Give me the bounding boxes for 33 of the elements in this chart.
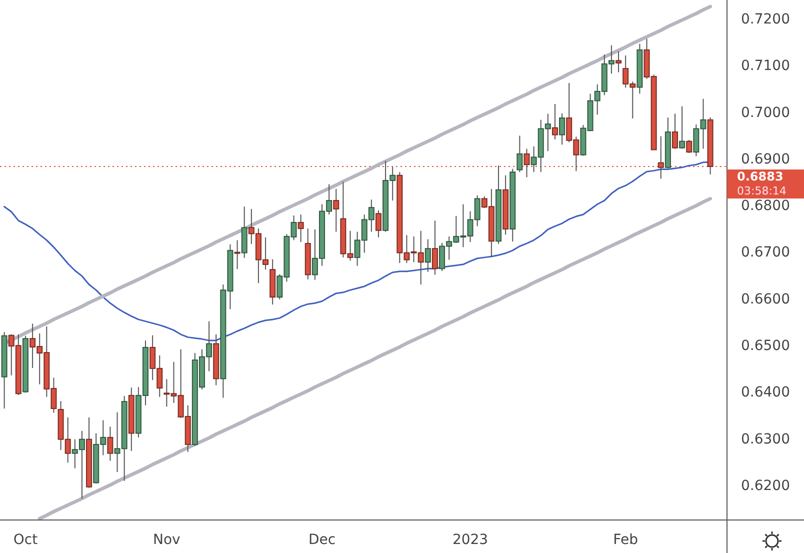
candlestick <box>516 135 523 173</box>
line-series <box>38 196 712 520</box>
y-tick-label: 0.6500 <box>741 338 790 354</box>
ref-line-label: 0.6883 <box>737 170 784 184</box>
x-tick-label: Feb <box>613 532 638 548</box>
text: 03:58:14 <box>737 184 786 198</box>
candlestick <box>432 220 438 276</box>
candlestick <box>375 210 382 238</box>
x-tick-label: Nov <box>153 532 180 548</box>
y-tick-label: 0.6900 <box>741 151 790 168</box>
y-tick-label: 0.6400 <box>741 384 790 401</box>
candlestick <box>333 188 340 232</box>
y-tick-label: 0.6300 <box>741 431 790 448</box>
candlestick <box>424 238 431 272</box>
candlestick <box>679 106 686 150</box>
y-tick-label: 0.6200 <box>741 478 790 494</box>
candlestick <box>616 50 622 73</box>
y-tick-label: 0.6800 <box>741 198 790 214</box>
y-tick-label: 0.6600 <box>741 291 790 308</box>
x-tick-label: 2023 <box>452 532 488 548</box>
x-tick-label: Oct <box>13 532 38 548</box>
candlestick <box>559 112 566 146</box>
y-tick-label: 0.7000 <box>741 104 790 121</box>
x-tick-label: Dec <box>308 532 336 548</box>
candlestick <box>234 240 240 270</box>
y-tick-label: 0.6700 <box>741 244 790 261</box>
candlestick <box>672 113 678 150</box>
y-tick-label: 0.7200 <box>741 12 790 28</box>
candlestick <box>298 214 304 243</box>
candlestick <box>686 139 692 154</box>
y-tick-label: 0.7100 <box>741 58 790 74</box>
candlestick <box>552 104 558 140</box>
candlestick <box>107 426 114 462</box>
